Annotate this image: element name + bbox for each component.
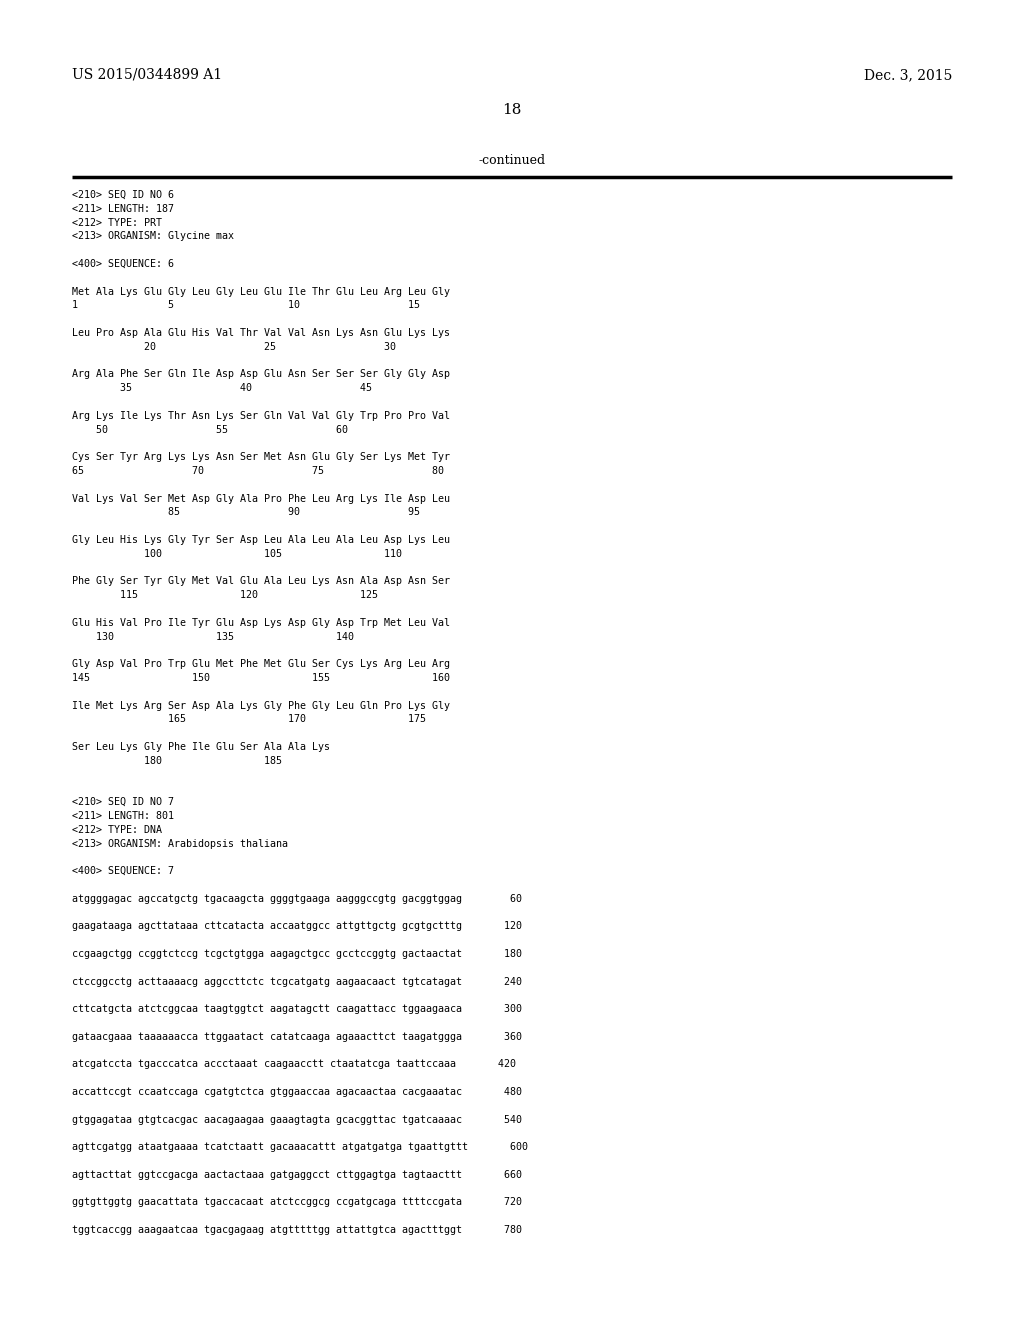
Text: <400> SEQUENCE: 7: <400> SEQUENCE: 7 xyxy=(72,866,174,876)
Text: 180                 185: 180 185 xyxy=(72,756,282,766)
Text: Gly Leu His Lys Gly Tyr Ser Asp Leu Ala Leu Ala Leu Asp Lys Leu: Gly Leu His Lys Gly Tyr Ser Asp Leu Ala … xyxy=(72,535,450,545)
Text: 50                  55                  60: 50 55 60 xyxy=(72,425,348,434)
Text: Ser Leu Lys Gly Phe Ile Glu Ser Ala Ala Lys: Ser Leu Lys Gly Phe Ile Glu Ser Ala Ala … xyxy=(72,742,330,752)
Text: Glu His Val Pro Ile Tyr Glu Asp Lys Asp Gly Asp Trp Met Leu Val: Glu His Val Pro Ile Tyr Glu Asp Lys Asp … xyxy=(72,618,450,628)
Text: <211> LENGTH: 801: <211> LENGTH: 801 xyxy=(72,810,174,821)
Text: 35                  40                  45: 35 40 45 xyxy=(72,383,372,393)
Text: 165                 170                 175: 165 170 175 xyxy=(72,714,426,725)
Text: Val Lys Val Ser Met Asp Gly Ala Pro Phe Leu Arg Lys Ile Asp Leu: Val Lys Val Ser Met Asp Gly Ala Pro Phe … xyxy=(72,494,450,504)
Text: agttacttat ggtccgacga aactactaaa gatgaggcct cttggagtga tagtaacttt       660: agttacttat ggtccgacga aactactaaa gatgagg… xyxy=(72,1170,522,1180)
Text: Leu Pro Asp Ala Glu His Val Thr Val Val Asn Lys Asn Glu Lys Lys: Leu Pro Asp Ala Glu His Val Thr Val Val … xyxy=(72,327,450,338)
Text: gtggagataa gtgtcacgac aacagaagaa gaaagtagta gcacggttac tgatcaaaac       540: gtggagataa gtgtcacgac aacagaagaa gaaagta… xyxy=(72,1114,522,1125)
Text: cttcatgcta atctcggcaa taagtggtct aagatagctt caagattacc tggaagaaca       300: cttcatgcta atctcggcaa taagtggtct aagatag… xyxy=(72,1005,522,1014)
Text: <210> SEQ ID NO 6: <210> SEQ ID NO 6 xyxy=(72,190,174,201)
Text: <213> ORGANISM: Arabidopsis thaliana: <213> ORGANISM: Arabidopsis thaliana xyxy=(72,838,288,849)
Text: 20                  25                  30: 20 25 30 xyxy=(72,342,396,352)
Text: <211> LENGTH: 187: <211> LENGTH: 187 xyxy=(72,203,174,214)
Text: 130                 135                 140: 130 135 140 xyxy=(72,631,354,642)
Text: Cys Ser Tyr Arg Lys Lys Asn Ser Met Asn Glu Gly Ser Lys Met Tyr: Cys Ser Tyr Arg Lys Lys Asn Ser Met Asn … xyxy=(72,453,450,462)
Text: Gly Asp Val Pro Trp Glu Met Phe Met Glu Ser Cys Lys Arg Leu Arg: Gly Asp Val Pro Trp Glu Met Phe Met Glu … xyxy=(72,659,450,669)
Text: gaagataaga agcttataaa cttcatacta accaatggcc attgttgctg gcgtgctttg       120: gaagataaga agcttataaa cttcatacta accaatg… xyxy=(72,921,522,932)
Text: 18: 18 xyxy=(503,103,521,117)
Text: accattccgt ccaatccaga cgatgtctca gtggaaccaa agacaactaa cacgaaatac       480: accattccgt ccaatccaga cgatgtctca gtggaac… xyxy=(72,1086,522,1097)
Text: <212> TYPE: DNA: <212> TYPE: DNA xyxy=(72,825,162,834)
Text: ctccggcctg acttaaaacg aggccttctc tcgcatgatg aagaacaact tgtcatagat       240: ctccggcctg acttaaaacg aggccttctc tcgcatg… xyxy=(72,977,522,986)
Text: US 2015/0344899 A1: US 2015/0344899 A1 xyxy=(72,69,222,82)
Text: ccgaagctgg ccggtctccg tcgctgtgga aagagctgcc gcctccggtg gactaactat       180: ccgaagctgg ccggtctccg tcgctgtgga aagagct… xyxy=(72,949,522,960)
Text: ggtgttggtg gaacattata tgaccacaat atctccggcg ccgatgcaga ttttccgata       720: ggtgttggtg gaacattata tgaccacaat atctccg… xyxy=(72,1197,522,1208)
Text: 85                  90                  95: 85 90 95 xyxy=(72,507,420,517)
Text: Dec. 3, 2015: Dec. 3, 2015 xyxy=(863,69,952,82)
Text: Ile Met Lys Arg Ser Asp Ala Lys Gly Phe Gly Leu Gln Pro Lys Gly: Ile Met Lys Arg Ser Asp Ala Lys Gly Phe … xyxy=(72,701,450,710)
Text: agttcgatgg ataatgaaaa tcatctaatt gacaaacattt atgatgatga tgaattgttt       600: agttcgatgg ataatgaaaa tcatctaatt gacaaac… xyxy=(72,1142,528,1152)
Text: <212> TYPE: PRT: <212> TYPE: PRT xyxy=(72,218,162,227)
Text: Arg Lys Ile Lys Thr Asn Lys Ser Gln Val Val Gly Trp Pro Pro Val: Arg Lys Ile Lys Thr Asn Lys Ser Gln Val … xyxy=(72,411,450,421)
Text: -continued: -continued xyxy=(478,153,546,166)
Text: 65                  70                  75                  80: 65 70 75 80 xyxy=(72,466,444,477)
Text: 145                 150                 155                 160: 145 150 155 160 xyxy=(72,673,450,682)
Text: <213> ORGANISM: Glycine max: <213> ORGANISM: Glycine max xyxy=(72,231,234,242)
Text: tggtcaccgg aaagaatcaa tgacgagaag atgtttttgg attattgtca agactttggt       780: tggtcaccgg aaagaatcaa tgacgagaag atgtttt… xyxy=(72,1225,522,1236)
Text: <400> SEQUENCE: 6: <400> SEQUENCE: 6 xyxy=(72,259,174,269)
Text: gataacgaaa taaaaaacca ttggaatact catatcaaga agaaacttct taagatggga       360: gataacgaaa taaaaaacca ttggaatact catatca… xyxy=(72,1032,522,1041)
Text: Phe Gly Ser Tyr Gly Met Val Glu Ala Leu Lys Asn Ala Asp Asn Ser: Phe Gly Ser Tyr Gly Met Val Glu Ala Leu … xyxy=(72,577,450,586)
Text: Met Ala Lys Glu Gly Leu Gly Leu Glu Ile Thr Glu Leu Arg Leu Gly: Met Ala Lys Glu Gly Leu Gly Leu Glu Ile … xyxy=(72,286,450,297)
Text: <210> SEQ ID NO 7: <210> SEQ ID NO 7 xyxy=(72,797,174,808)
Text: atggggagac agccatgctg tgacaagcta ggggtgaaga aagggccgtg gacggtggag        60: atggggagac agccatgctg tgacaagcta ggggtga… xyxy=(72,894,522,904)
Text: atcgatccta tgacccatca accctaaat caagaacctt ctaatatcga taattccaaa       420: atcgatccta tgacccatca accctaaat caagaacc… xyxy=(72,1060,516,1069)
Text: 115                 120                 125: 115 120 125 xyxy=(72,590,378,601)
Text: Arg Ala Phe Ser Gln Ile Asp Asp Glu Asn Ser Ser Ser Gly Gly Asp: Arg Ala Phe Ser Gln Ile Asp Asp Glu Asn … xyxy=(72,370,450,379)
Text: 100                 105                 110: 100 105 110 xyxy=(72,549,402,558)
Text: 1               5                   10                  15: 1 5 10 15 xyxy=(72,301,420,310)
